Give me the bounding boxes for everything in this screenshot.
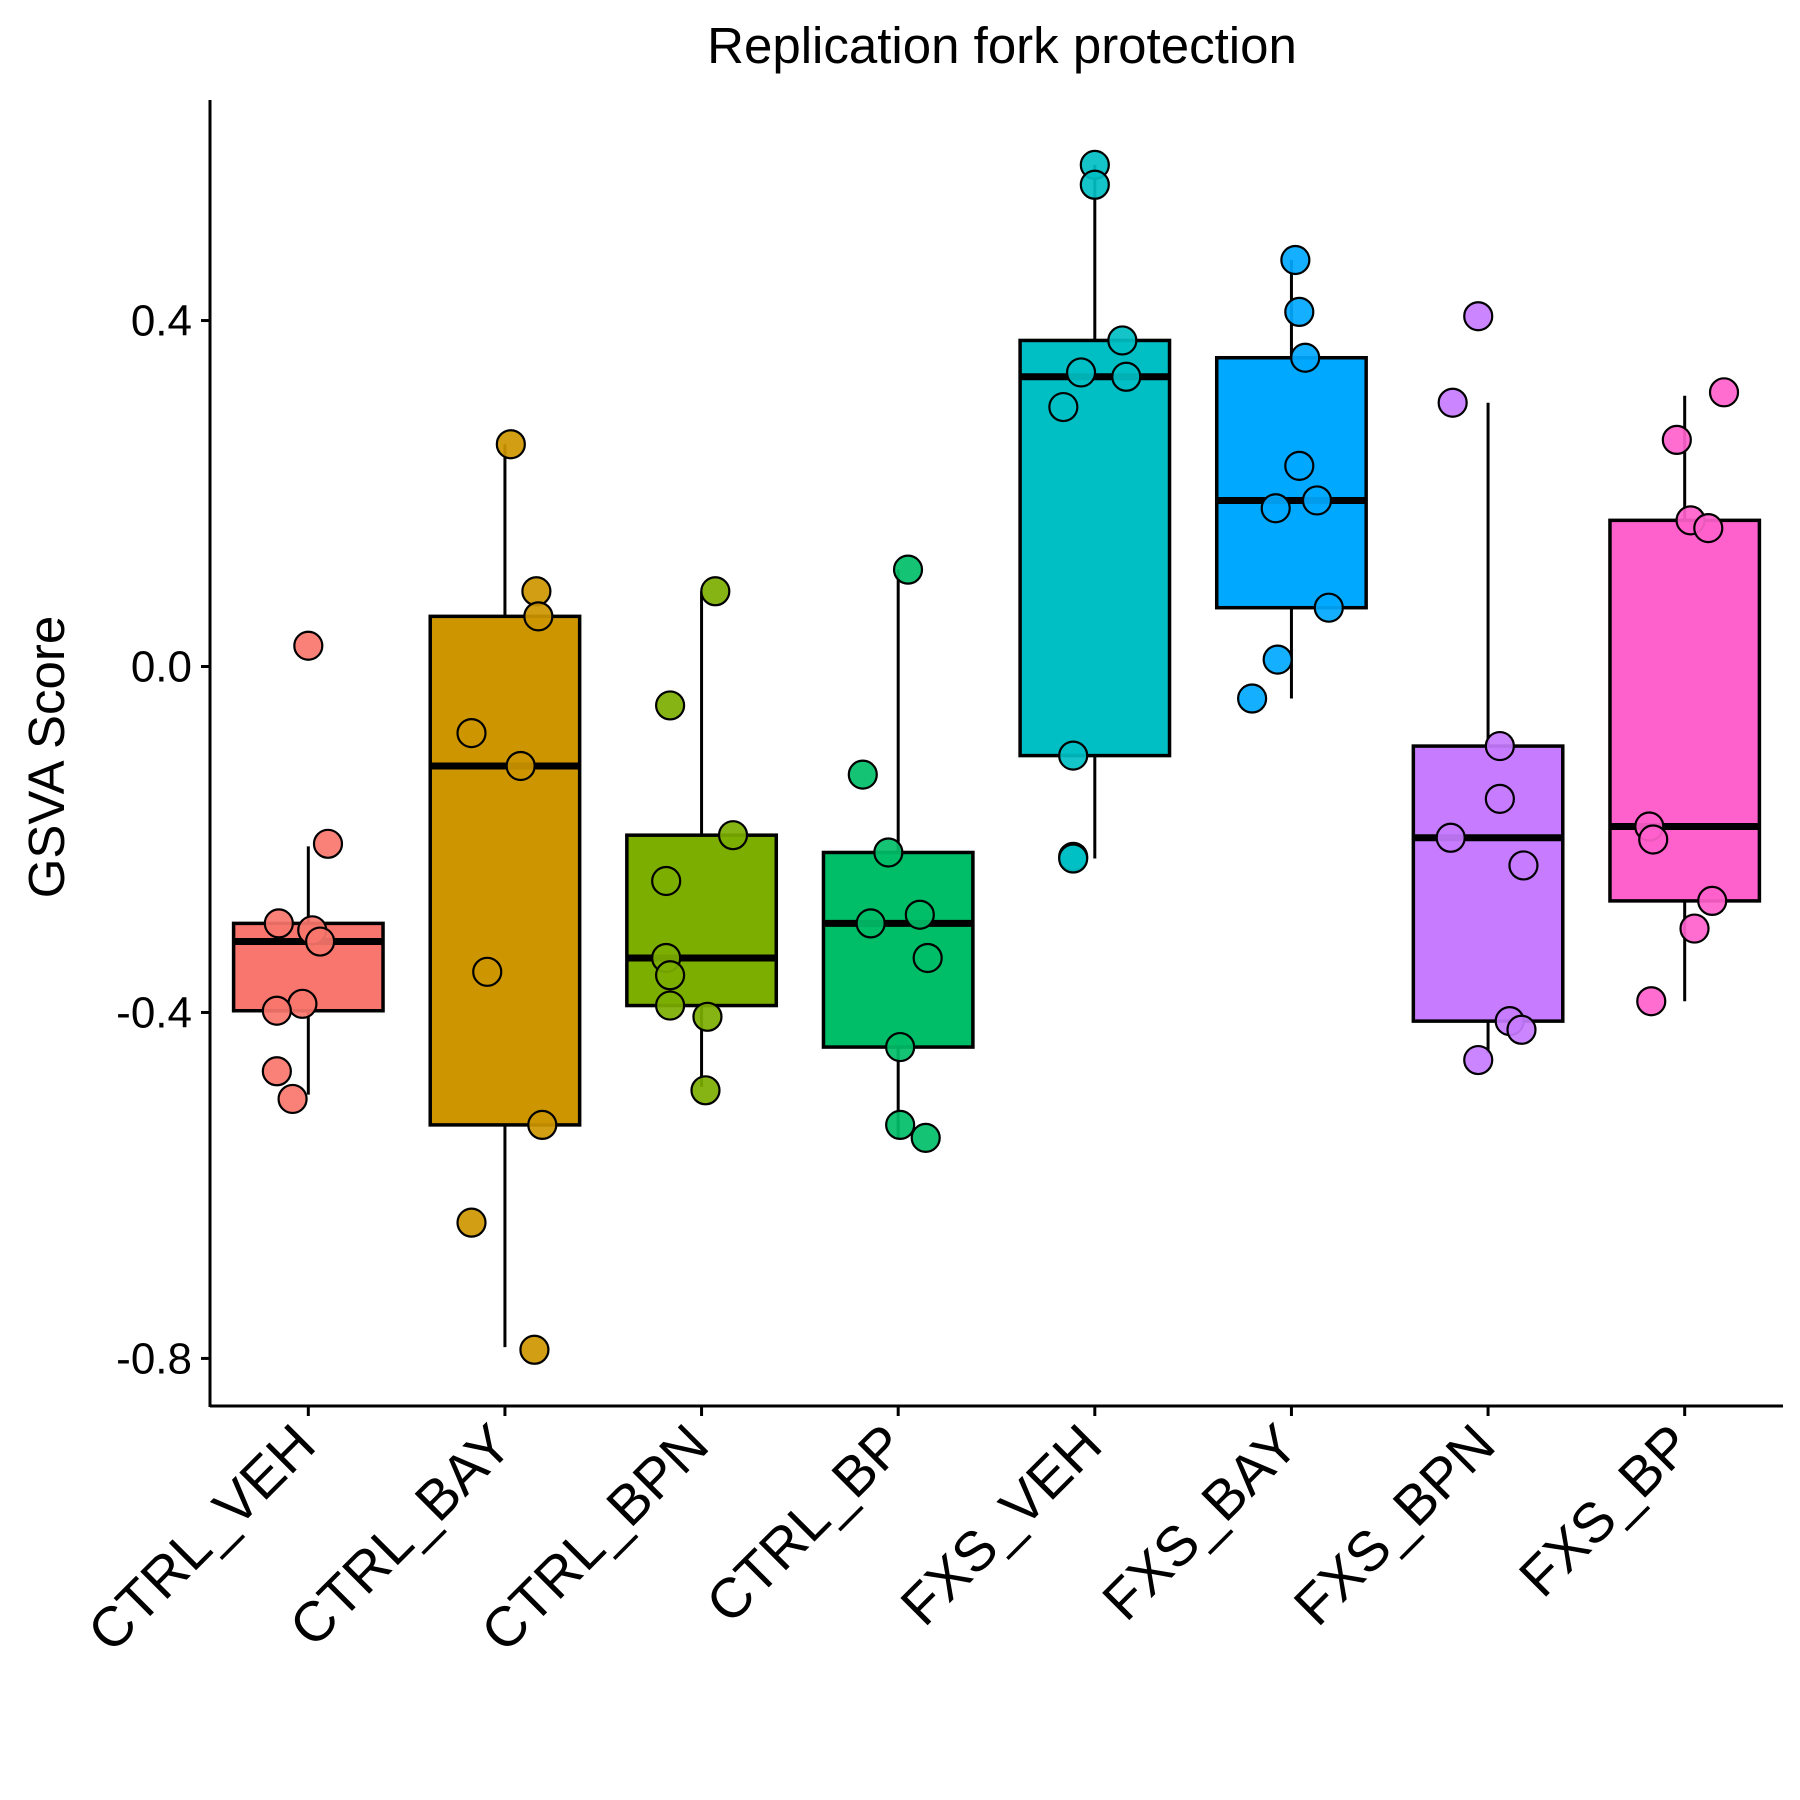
box-body [1018,338,1172,758]
data-point [910,1122,941,1153]
data-point [521,576,552,607]
axes-layer [208,100,1783,1408]
data-point [912,942,943,974]
data-point [1697,885,1728,916]
data-point [505,750,536,782]
data-point [1679,913,1710,944]
x-tick-label: FXS_BP [1507,1412,1703,1608]
data-point [277,1083,308,1115]
data-point [1260,493,1291,524]
box-body [625,833,779,1008]
box-body [1411,744,1565,1023]
box-ctrl-veh [231,846,385,1095]
data-point [904,899,935,930]
data-point [263,908,294,939]
x-tick-label: CTRL_BP [694,1412,917,1635]
data-point [1065,357,1097,388]
x-ticks: CTRL_VEHCTRL_BAYCTRL_BPNCTRL_BPFXS_VEHFX… [75,1406,1703,1663]
data-point [472,956,503,987]
data-point [700,576,731,607]
data-point [885,1031,916,1063]
data-point [1638,824,1669,855]
data-point [1111,361,1142,392]
data-point [1284,296,1315,328]
y-tick-label: 0.0 [131,643,192,692]
data-point [1301,485,1333,516]
data-point [1435,822,1466,853]
data-point [1636,986,1667,1017]
data-point [456,718,487,749]
data-point [1313,592,1344,623]
data-point [1107,325,1138,356]
y-axis-label: GSVA Score [18,616,75,899]
data-point [1463,301,1494,332]
chart-title: Replication fork protection [707,17,1297,74]
box-body [821,850,975,1049]
data-point [690,1075,721,1106]
data-point [1058,843,1089,874]
data-point [456,1207,487,1238]
box-fxs-bay [1214,260,1368,699]
data-point [1237,683,1268,714]
y-ticks: 0.4 0.0 -0.4 -0.8 [116,297,210,1383]
data-point [1079,169,1110,200]
data-point [1280,244,1311,276]
data-point [1508,850,1539,881]
data-point [1463,1044,1494,1076]
data-point [651,865,682,897]
y-tick-label: -0.8 [116,1334,192,1383]
data-point [1284,450,1315,481]
data-point [261,995,292,1026]
data-point [1693,513,1724,544]
y-tick-label: -0.4 [116,988,192,1037]
box-ctrl-bay [428,444,582,1348]
box-fxs-bp [1608,395,1762,1002]
data-point [873,837,904,868]
data-point [261,1056,292,1087]
data-point [1048,391,1079,423]
data-point [1262,644,1293,675]
data-point [885,1109,916,1141]
data-point [1437,387,1468,418]
data-point [717,820,749,851]
data-point [293,630,324,661]
box-ctrl-bp [821,569,975,1138]
x-tick-label: FXS_BPN [1282,1412,1507,1637]
boxes-layer [231,164,1762,1348]
data-point [305,926,336,957]
box-body [1608,518,1762,903]
data-point [1484,730,1515,762]
data-point [527,1109,558,1141]
data-point [855,908,886,939]
points-layer [261,149,1740,1365]
data-point [1708,377,1740,408]
data-point [1290,342,1321,373]
data-point [523,601,554,632]
data-point [892,554,924,585]
data-point [1661,424,1692,456]
data-point [495,429,526,460]
box-fxs-veh [1018,164,1172,859]
data-point [1506,1014,1537,1045]
data-point [1484,783,1515,814]
data-point [287,988,318,1019]
data-point [1058,740,1089,771]
box-ctrl-bpn [625,591,779,1087]
data-point [847,759,878,790]
data-point [655,990,686,1021]
data-point [655,690,686,721]
data-point [692,1001,723,1032]
data-point [655,960,686,991]
x-tick-label: FXS_VEH [888,1412,1113,1637]
box-fxs-bpn [1411,402,1565,1054]
box-body [1214,355,1368,610]
x-tick-label: FXS_BAY [1090,1412,1310,1632]
box-body [428,614,582,1127]
y-tick-label: 0.4 [131,297,192,346]
data-point [312,828,344,859]
data-point [519,1334,550,1365]
